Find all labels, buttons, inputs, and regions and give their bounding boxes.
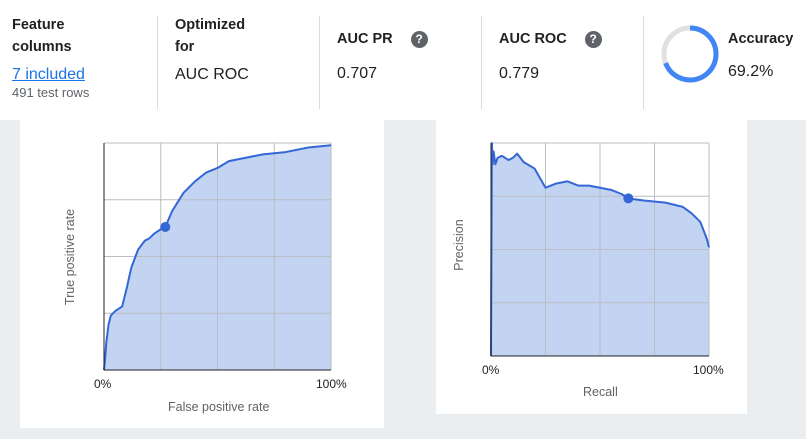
metric-accuracy: Accuracy 69.2% [660, 24, 806, 120]
divider [319, 16, 320, 109]
auc-roc-value: 0.779 [499, 65, 540, 82]
pr-xtick-0: 0% [482, 363, 500, 377]
metric-auc-roc: AUC ROC ? 0.779 [499, 28, 639, 124]
metric-auc-pr: AUC PR ? 0.707 [337, 28, 477, 124]
accuracy-ring-arc [661, 25, 719, 83]
roc-chart [103, 142, 332, 371]
divider [643, 16, 644, 109]
auc-pr-value: 0.707 [337, 65, 378, 82]
pr-xaxis-label: Recall [583, 385, 618, 399]
optimized-label-2: for [175, 39, 195, 55]
optimized-value: AUC ROC [175, 66, 249, 83]
accuracy-ring [661, 25, 719, 83]
roc-yaxis-label: True positive rate [63, 208, 77, 306]
pr-yaxis-label: Precision [452, 219, 466, 271]
roc-xaxis-label: False positive rate [168, 400, 270, 414]
pr-chart [490, 142, 710, 357]
metric-optimized-for: Optimized for AUC ROC [175, 14, 315, 110]
roc-chart-panel: 0% 100% False positive rate True positiv… [20, 120, 384, 428]
roc-threshold-point [160, 221, 171, 232]
optimized-label-1: Optimized [175, 17, 246, 33]
metric-feature-columns: Feature columns 7 included 491 test rows [12, 14, 152, 110]
accuracy-value: 69.2% [728, 63, 774, 80]
roc-xtick-100: 100% [316, 377, 347, 391]
pr-xtick-100: 100% [693, 363, 724, 377]
pr-curve [490, 142, 710, 357]
feature-columns-label-1: Feature [12, 17, 65, 33]
included-columns-link[interactable]: 7 included [12, 66, 85, 83]
pr-threshold-point [623, 193, 634, 204]
metrics-bar: Feature columns 7 included 491 test rows… [0, 0, 806, 120]
divider [157, 16, 158, 109]
accuracy-label: Accuracy [728, 31, 794, 47]
auc-roc-label: AUC ROC [499, 31, 567, 47]
pr-chart-panel: 0% 100% Recall Precision [436, 120, 747, 414]
test-rows-count: 491 test rows [12, 85, 90, 100]
roc-curve [103, 144, 332, 371]
auc-pr-help-icon[interactable]: ? [410, 30, 428, 48]
auc-roc-help-icon[interactable]: ? [584, 30, 602, 48]
auc-pr-label: AUC PR [337, 31, 393, 47]
divider [481, 16, 482, 109]
roc-xtick-0: 0% [94, 377, 112, 391]
feature-columns-label-2: columns [12, 39, 72, 55]
